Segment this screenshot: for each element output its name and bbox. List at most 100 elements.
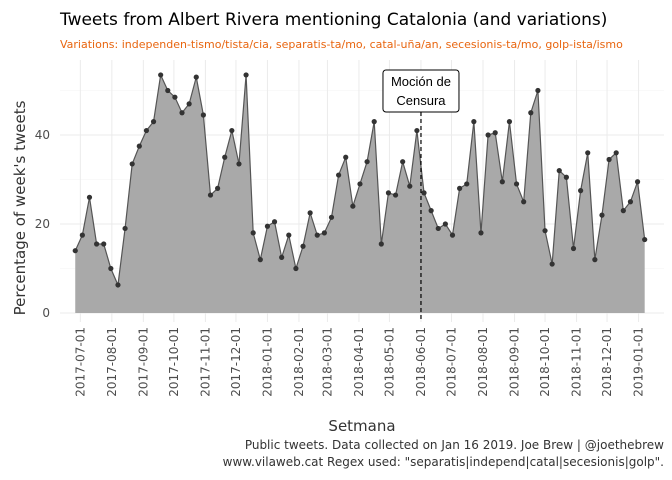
data-point: [307, 210, 313, 216]
data-point: [186, 101, 192, 107]
x-tick-label: 2018-05-01: [382, 327, 396, 397]
data-point: [193, 74, 199, 80]
data-point: [620, 208, 626, 214]
data-point: [435, 225, 441, 232]
x-tick-label: 2018-03-01: [320, 327, 334, 397]
data-point: [86, 194, 93, 200]
data-point: [513, 181, 520, 187]
data-point: [471, 119, 477, 125]
data-point: [215, 185, 221, 191]
data-point: [378, 241, 384, 247]
x-tick-label: 2018-04-01: [352, 327, 366, 397]
data-point: [634, 179, 641, 185]
data-point: [101, 241, 107, 247]
data-point: [521, 199, 527, 205]
x-tick-label: 2018-08-01: [476, 327, 490, 397]
data-point: [328, 214, 335, 220]
data-point: [371, 119, 377, 125]
data-point: [314, 232, 320, 238]
x-tick-label: 2018-11-01: [570, 327, 584, 397]
annotation-label: Moción de: [391, 74, 451, 89]
x-tick-label: 2017-11-01: [198, 327, 212, 397]
data-point: [400, 159, 406, 165]
x-tick-label: 2018-09-01: [508, 327, 522, 397]
x-tick-label: 2017-08-01: [105, 327, 119, 397]
x-axis-title: Setmana: [328, 417, 395, 435]
data-point: [172, 94, 178, 100]
data-point: [279, 254, 285, 260]
annotation-box: [382, 69, 460, 113]
caption-line-1: Public tweets. Data collected on Jan 16 …: [245, 438, 664, 452]
data-point: [72, 248, 78, 254]
data-point: [115, 282, 121, 288]
data-point: [549, 261, 555, 267]
data-point: [321, 230, 327, 236]
y-axis-title: Percentage of week's tweets: [11, 100, 29, 315]
data-point: [257, 257, 263, 263]
data-point: [300, 243, 306, 249]
data-point: [108, 265, 114, 272]
data-point: [129, 161, 135, 167]
annotation-label: Censura: [396, 93, 446, 108]
data-point: [229, 127, 235, 134]
data-point: [407, 183, 413, 189]
y-tick-labels: 0 20 40: [35, 128, 50, 320]
data-point: [442, 221, 448, 227]
x-tick-labels: 2017-07-01 2017-08-01 2017-09-01 2017-10-01…: [73, 327, 645, 397]
data-point: [165, 87, 171, 94]
data-point: [542, 228, 548, 234]
data-point: [293, 265, 299, 272]
data-point: [421, 190, 427, 196]
x-tick-label: 2018-01-01: [260, 327, 274, 397]
series-area: [75, 74, 645, 313]
data-point: [578, 188, 584, 194]
x-tick-label: 2018-02-01: [292, 327, 306, 397]
x-tick-label: 2017-10-01: [167, 327, 181, 397]
data-point: [158, 72, 164, 78]
x-tick-label: 2018-10-01: [538, 327, 552, 397]
x-tick-label: 2019-01-01: [632, 327, 646, 397]
x-tick-label: 2017-09-01: [136, 327, 150, 397]
chart-title: Tweets from Albert Rivera mentioning Cat…: [59, 10, 607, 30]
data-point: [94, 241, 100, 247]
data-point: [428, 208, 434, 214]
data-point: [264, 223, 271, 229]
data-point: [485, 132, 491, 138]
data-point: [585, 150, 591, 156]
data-point: [478, 230, 484, 236]
data-point: [79, 232, 85, 238]
x-tick-label: 2018-07-01: [444, 327, 458, 397]
data-point: [286, 232, 292, 238]
x-tick-label: 2017-12-01: [229, 327, 243, 397]
data-point: [236, 161, 242, 167]
data-point: [143, 127, 150, 134]
y-tick-label: 0: [42, 306, 50, 320]
data-point: [222, 154, 228, 160]
x-tick-label: 2018-06-01: [414, 327, 428, 397]
x-tick-label: 2018-12-01: [600, 327, 614, 397]
data-point: [492, 130, 498, 136]
data-point: [414, 127, 420, 134]
data-point: [122, 225, 128, 232]
data-point: [528, 110, 534, 116]
data-point: [606, 156, 612, 163]
y-tick-label: 40: [35, 128, 50, 142]
caption-line-2: www.vilaweb.cat Regex used: "separatis|i…: [223, 455, 664, 469]
plot-area: Moción de Censura: [72, 69, 648, 322]
data-point: [357, 181, 363, 187]
data-point: [179, 110, 185, 116]
data-point: [364, 159, 370, 165]
data-point: [136, 143, 142, 149]
x-tick-label: 2017-07-01: [73, 327, 87, 397]
data-point: [243, 72, 249, 78]
data-point: [350, 203, 356, 209]
data-point: [385, 190, 392, 196]
data-point: [613, 150, 619, 156]
data-point: [627, 199, 634, 205]
data-point: [642, 236, 648, 243]
data-point: [599, 212, 605, 218]
data-point: [200, 112, 206, 118]
data-point: [570, 245, 577, 252]
data-point: [207, 192, 214, 198]
